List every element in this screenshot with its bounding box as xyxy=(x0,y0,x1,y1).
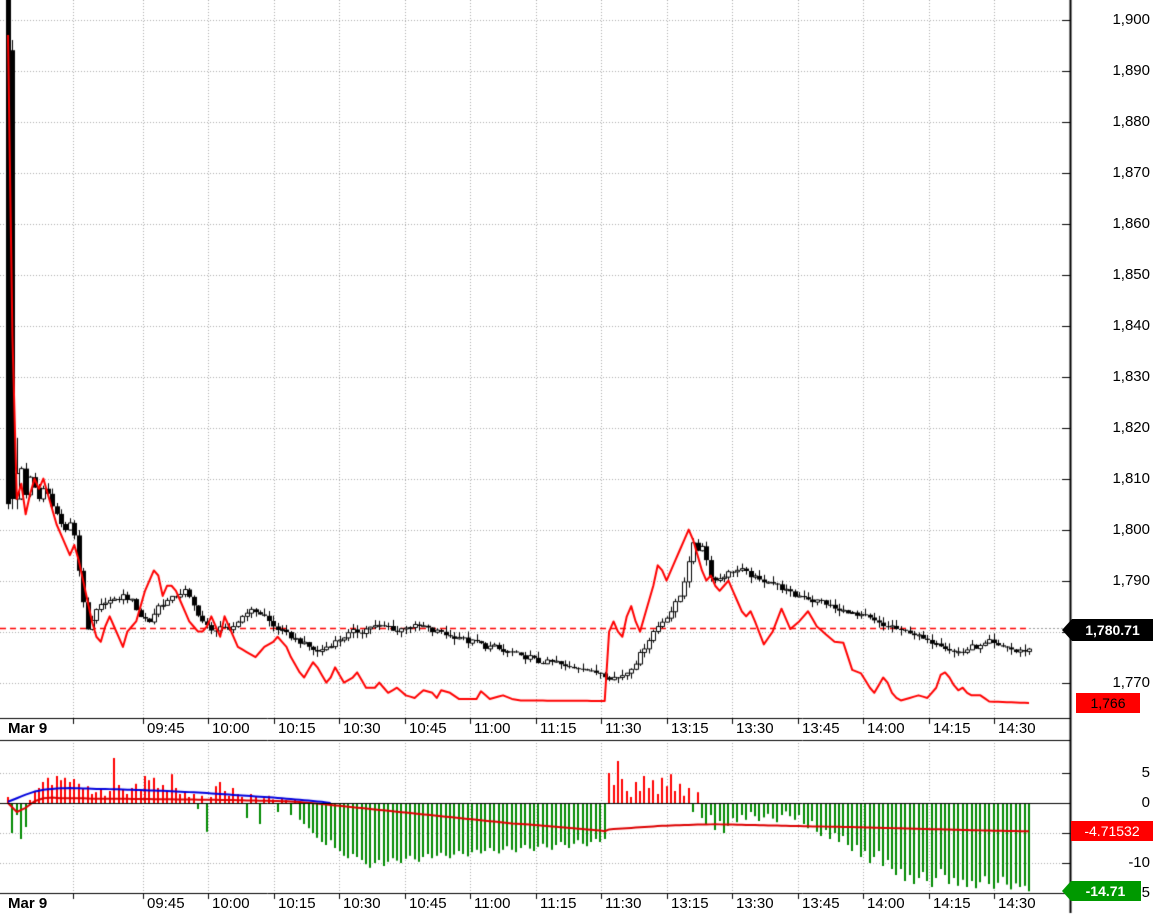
price-axis-label: 1,880 xyxy=(1112,112,1150,130)
compare-series-value: 1,766 xyxy=(1090,695,1126,711)
time-axis-label-bottom: 14:15 xyxy=(933,895,971,912)
compare-series-price-tag: 1,766 xyxy=(1076,693,1140,713)
indicator-axis-label: 0 xyxy=(1141,794,1150,811)
time-axis-label: 11:30 xyxy=(605,720,642,737)
indicator-line-value-tag: -4.71532 xyxy=(1071,821,1153,841)
price-axis-label: 1,830 xyxy=(1112,367,1150,385)
time-axis-label-bottom: 09:45 xyxy=(147,895,185,912)
time-axis-label-bottom: 10:00 xyxy=(212,895,250,912)
time-axis-label-bottom: 13:45 xyxy=(802,895,840,912)
time-axis-label: 11:00 xyxy=(474,720,511,737)
price-axis-label: 1,790 xyxy=(1112,571,1150,589)
time-axis-label: 13:15 xyxy=(671,720,709,737)
time-axis-label-bottom: 11:30 xyxy=(605,895,642,912)
time-axis-label: Mar 9 xyxy=(8,720,48,737)
price-axis-label: 1,900 xyxy=(1112,10,1150,28)
time-axis-label-bottom: 10:45 xyxy=(409,895,447,912)
price-axis-label: 1,820 xyxy=(1112,418,1150,436)
time-axis-label-bottom: 13:15 xyxy=(671,895,709,912)
time-axis-label-bottom: 14:00 xyxy=(867,895,905,912)
time-axis-label: 10:15 xyxy=(278,720,316,737)
price-axis-label: 1,890 xyxy=(1112,61,1150,79)
time-axis-label: 13:30 xyxy=(736,720,774,737)
time-axis-label-bottom: 10:15 xyxy=(278,895,316,912)
time-axis-label-bottom: Mar 9 xyxy=(8,895,48,912)
indicator-axis-label: -10 xyxy=(1128,854,1150,871)
time-axis-label: 11:15 xyxy=(540,720,577,737)
time-axis-label: 14:00 xyxy=(867,720,905,737)
time-axis-label-bottom: 13:30 xyxy=(736,895,774,912)
time-axis-label: 09:45 xyxy=(147,720,185,737)
time-axis-label: 10:30 xyxy=(343,720,381,737)
last-price-value: 1,780.71 xyxy=(1085,622,1140,638)
indicator-axis-label: 5 xyxy=(1141,764,1150,781)
time-axis-label: 14:30 xyxy=(998,720,1036,737)
price-axis-label: 1,870 xyxy=(1112,163,1150,181)
time-axis-label-bottom: 10:30 xyxy=(343,895,381,912)
price-axis-label: 1,770 xyxy=(1112,673,1150,691)
price-axis-label: 1,840 xyxy=(1112,316,1150,334)
price-axis-label: 1,860 xyxy=(1112,214,1150,232)
price-axis-label: 1,850 xyxy=(1112,265,1150,283)
indicator-histogram-value-tag: -14.71 xyxy=(1062,881,1141,901)
time-axis-label-bottom: 11:00 xyxy=(474,895,511,912)
time-axis-label-bottom: 14:30 xyxy=(998,895,1036,912)
time-axis-label: 13:45 xyxy=(802,720,840,737)
last-price-tag: 1,780.71 xyxy=(1062,619,1153,641)
indicator-line-value: -4.71532 xyxy=(1084,823,1140,839)
indicator-histogram-value: -14.71 xyxy=(1085,883,1126,899)
time-axis-label: 10:45 xyxy=(409,720,447,737)
time-axis-label-bottom: 11:15 xyxy=(540,895,577,912)
price-axis-label: 1,810 xyxy=(1112,469,1150,487)
time-axis-label: 10:00 xyxy=(212,720,250,737)
time-axis-label: 14:15 xyxy=(933,720,971,737)
price-axis-label: 1,800 xyxy=(1112,520,1150,538)
